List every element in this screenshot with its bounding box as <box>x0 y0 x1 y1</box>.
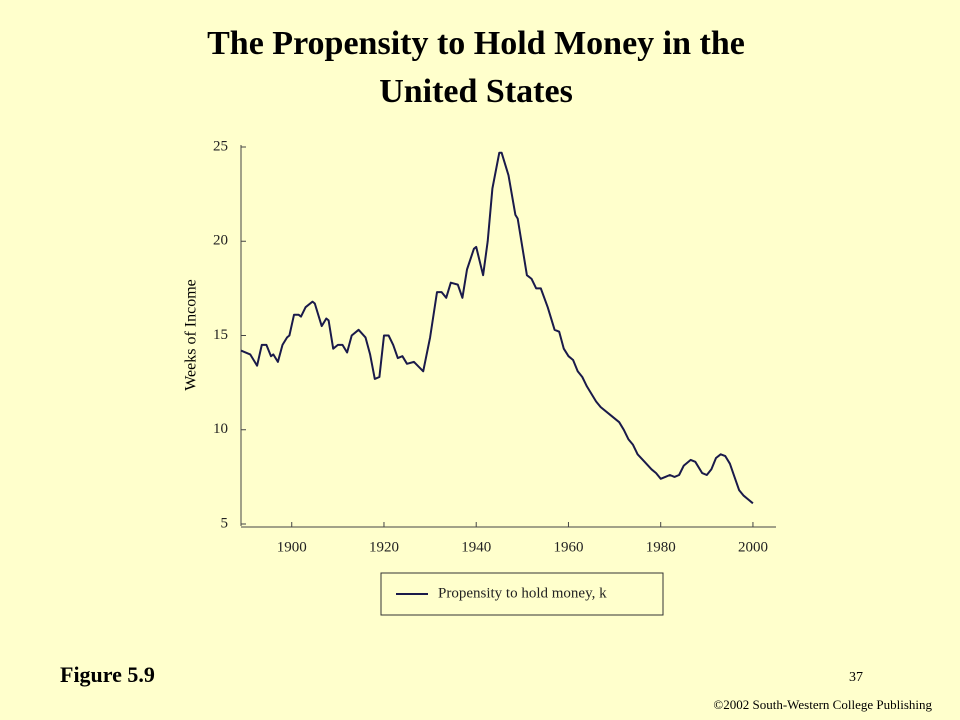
data-line <box>240 151 754 505</box>
x-tick-label: 2000 <box>738 539 768 555</box>
chart-title: The Propensity to Hold Money in the <box>207 25 745 62</box>
x-tick-label: 1900 <box>277 539 307 555</box>
legend-box <box>380 572 664 616</box>
x-tick-label: 1960 <box>553 539 583 555</box>
copyright: ©2002 South-Western College Publishing <box>713 697 932 712</box>
y-axis-label: Weeks of Income <box>183 279 200 391</box>
y-tick-label: 15 <box>213 327 228 343</box>
y-tick-label: 5 <box>221 515 229 531</box>
y-tick-label: 10 <box>213 421 228 437</box>
y-tick-label: 25 <box>213 138 228 154</box>
chart-title: United States <box>379 73 573 110</box>
x-tick-label: 1920 <box>369 539 399 555</box>
y-tick-label: 20 <box>213 233 228 249</box>
page-number: 37 <box>849 670 863 685</box>
figure-label: Figure 5.9 <box>60 662 155 687</box>
x-tick-label: 1980 <box>646 539 676 555</box>
legend-label: Propensity to hold money, k <box>438 585 607 601</box>
x-tick-label: 1940 <box>461 539 491 555</box>
